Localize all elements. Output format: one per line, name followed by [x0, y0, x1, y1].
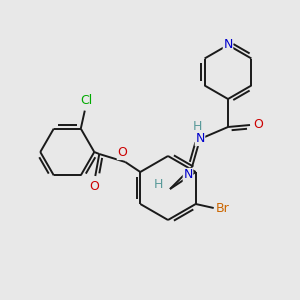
Text: Cl: Cl — [81, 94, 93, 107]
Text: H: H — [192, 121, 202, 134]
Text: Br: Br — [216, 202, 230, 214]
Text: N: N — [223, 38, 233, 52]
Text: N: N — [195, 133, 205, 146]
Text: O: O — [253, 118, 263, 131]
Text: O: O — [117, 146, 127, 160]
Text: N: N — [183, 169, 193, 182]
Text: O: O — [89, 179, 99, 193]
Text: H: H — [153, 178, 163, 191]
